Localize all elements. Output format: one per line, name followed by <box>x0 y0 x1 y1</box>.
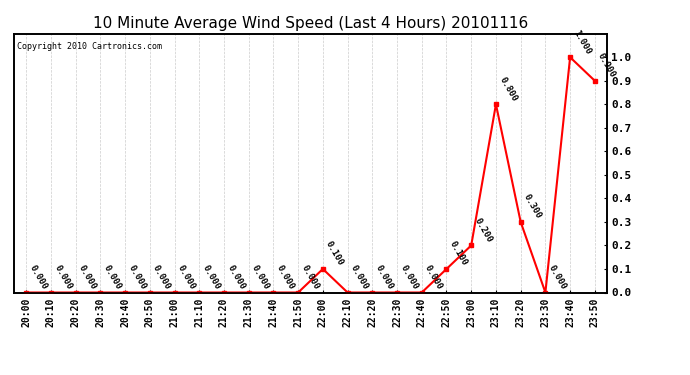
Text: 0.100: 0.100 <box>324 240 346 268</box>
Text: 0.000: 0.000 <box>299 263 321 291</box>
Text: 0.000: 0.000 <box>52 263 74 291</box>
Text: 0.000: 0.000 <box>151 263 172 291</box>
Text: 0.000: 0.000 <box>126 263 148 291</box>
Text: 0.300: 0.300 <box>522 193 543 220</box>
Text: 0.200: 0.200 <box>473 216 494 244</box>
Text: 0.000: 0.000 <box>176 263 197 291</box>
Text: 0.800: 0.800 <box>497 75 519 103</box>
Text: 0.000: 0.000 <box>28 263 49 291</box>
Text: 0.000: 0.000 <box>201 263 222 291</box>
Text: 0.000: 0.000 <box>546 263 568 291</box>
Text: 0.000: 0.000 <box>101 263 123 291</box>
Text: 0.000: 0.000 <box>423 263 444 291</box>
Text: 0.000: 0.000 <box>398 263 420 291</box>
Title: 10 Minute Average Wind Speed (Last 4 Hours) 20101116: 10 Minute Average Wind Speed (Last 4 Hou… <box>93 16 528 31</box>
Text: 0.000: 0.000 <box>349 263 371 291</box>
Text: 0.000: 0.000 <box>226 263 246 291</box>
Text: 1.000: 1.000 <box>571 28 593 56</box>
Text: 0.000: 0.000 <box>374 263 395 291</box>
Text: 0.000: 0.000 <box>250 263 271 291</box>
Text: Copyright 2010 Cartronics.com: Copyright 2010 Cartronics.com <box>17 42 161 51</box>
Text: 0.900: 0.900 <box>596 52 618 80</box>
Text: 0.000: 0.000 <box>77 263 98 291</box>
Text: 0.100: 0.100 <box>448 240 469 268</box>
Text: 0.000: 0.000 <box>275 263 296 291</box>
